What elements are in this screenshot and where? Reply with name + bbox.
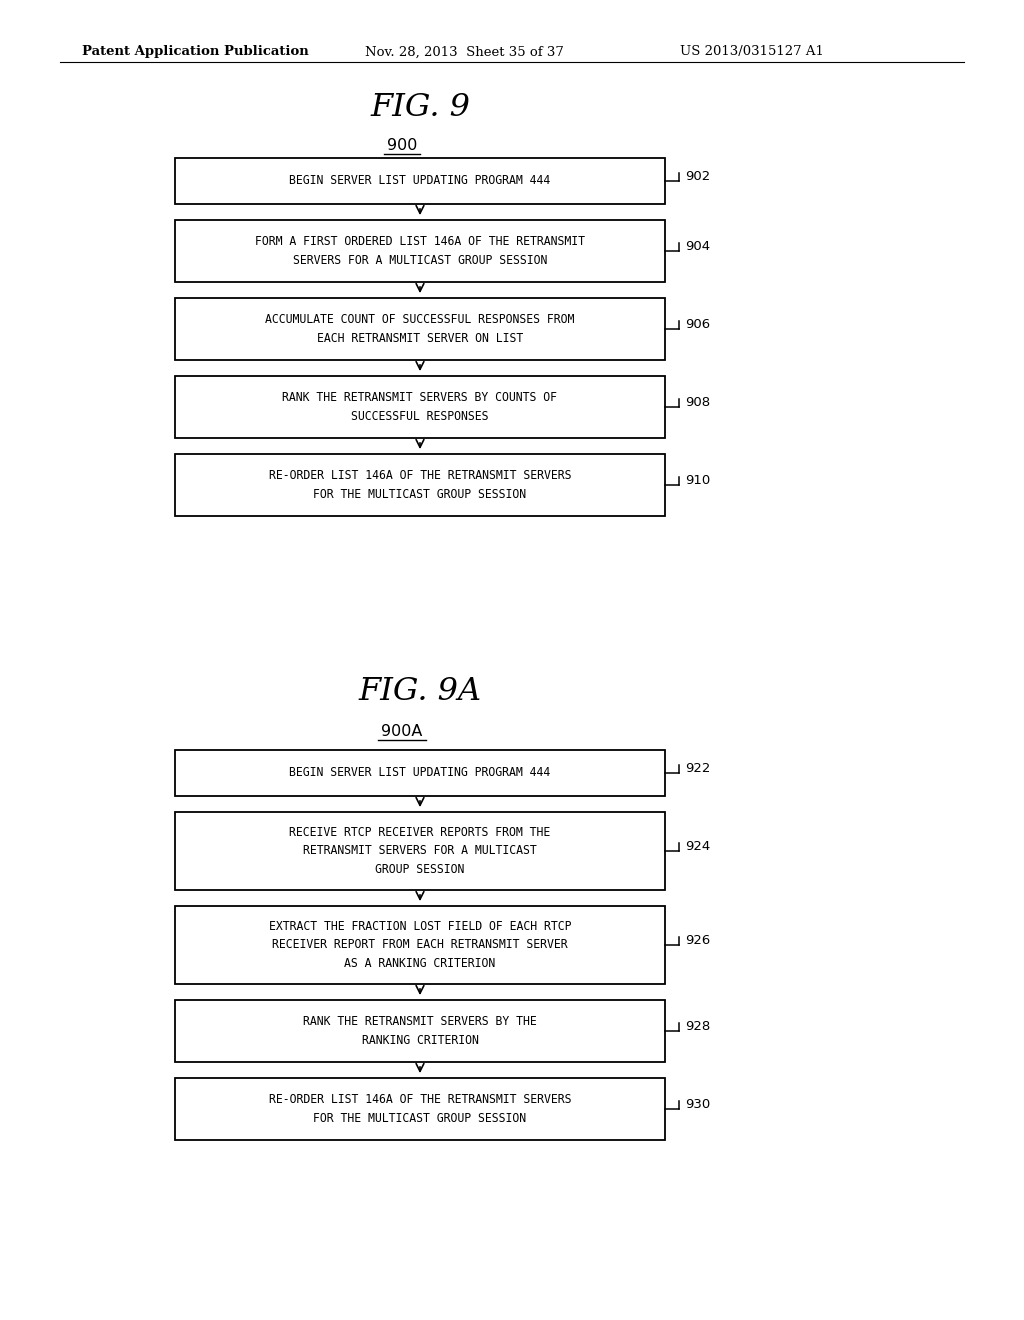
Text: 904: 904 <box>685 240 710 253</box>
Bar <box>175 454 665 516</box>
Text: RANK THE RETRANSMIT SERVERS BY THE
RANKING CRITERION: RANK THE RETRANSMIT SERVERS BY THE RANKI… <box>303 1015 537 1047</box>
Bar <box>175 1078 665 1140</box>
Text: 922: 922 <box>685 763 711 776</box>
Text: EXTRACT THE FRACTION LOST FIELD OF EACH RTCP
RECEIVER REPORT FROM EACH RETRANSMI: EXTRACT THE FRACTION LOST FIELD OF EACH … <box>268 920 571 970</box>
Text: 908: 908 <box>685 396 710 409</box>
Bar <box>175 376 665 438</box>
Text: RANK THE RETRANSMIT SERVERS BY COUNTS OF
SUCCESSFUL RESPONSES: RANK THE RETRANSMIT SERVERS BY COUNTS OF… <box>283 391 557 422</box>
Text: 900: 900 <box>387 137 417 153</box>
Text: Patent Application Publication: Patent Application Publication <box>82 45 309 58</box>
Text: RECEIVE RTCP RECEIVER REPORTS FROM THE
RETRANSMIT SERVERS FOR A MULTICAST
GROUP : RECEIVE RTCP RECEIVER REPORTS FROM THE R… <box>290 826 551 876</box>
Text: BEGIN SERVER LIST UPDATING PROGRAM 444: BEGIN SERVER LIST UPDATING PROGRAM 444 <box>290 767 551 780</box>
Bar <box>175 1001 665 1063</box>
Bar <box>175 298 665 360</box>
Bar <box>175 906 665 983</box>
Text: FIG. 9: FIG. 9 <box>370 92 470 124</box>
Text: 906: 906 <box>685 318 710 331</box>
Text: 930: 930 <box>685 1098 711 1111</box>
Text: 910: 910 <box>685 474 711 487</box>
Text: 900A: 900A <box>381 723 423 738</box>
Text: RE-ORDER LIST 146A OF THE RETRANSMIT SERVERS
FOR THE MULTICAST GROUP SESSION: RE-ORDER LIST 146A OF THE RETRANSMIT SER… <box>268 1093 571 1125</box>
Text: 902: 902 <box>685 170 711 183</box>
Text: 924: 924 <box>685 841 711 854</box>
Text: 926: 926 <box>685 935 711 948</box>
Text: FORM A FIRST ORDERED LIST 146A OF THE RETRANSMIT
SERVERS FOR A MULTICAST GROUP S: FORM A FIRST ORDERED LIST 146A OF THE RE… <box>255 235 585 267</box>
Text: US 2013/0315127 A1: US 2013/0315127 A1 <box>680 45 824 58</box>
Bar <box>175 812 665 890</box>
Bar <box>175 220 665 282</box>
Text: BEGIN SERVER LIST UPDATING PROGRAM 444: BEGIN SERVER LIST UPDATING PROGRAM 444 <box>290 174 551 187</box>
Text: RE-ORDER LIST 146A OF THE RETRANSMIT SERVERS
FOR THE MULTICAST GROUP SESSION: RE-ORDER LIST 146A OF THE RETRANSMIT SER… <box>268 469 571 500</box>
Text: ACCUMULATE COUNT OF SUCCESSFUL RESPONSES FROM
EACH RETRANSMIT SERVER ON LIST: ACCUMULATE COUNT OF SUCCESSFUL RESPONSES… <box>265 313 574 345</box>
Bar <box>175 750 665 796</box>
Bar <box>175 158 665 205</box>
Text: 928: 928 <box>685 1020 711 1034</box>
Text: FIG. 9A: FIG. 9A <box>358 676 481 708</box>
Text: Nov. 28, 2013  Sheet 35 of 37: Nov. 28, 2013 Sheet 35 of 37 <box>365 45 564 58</box>
